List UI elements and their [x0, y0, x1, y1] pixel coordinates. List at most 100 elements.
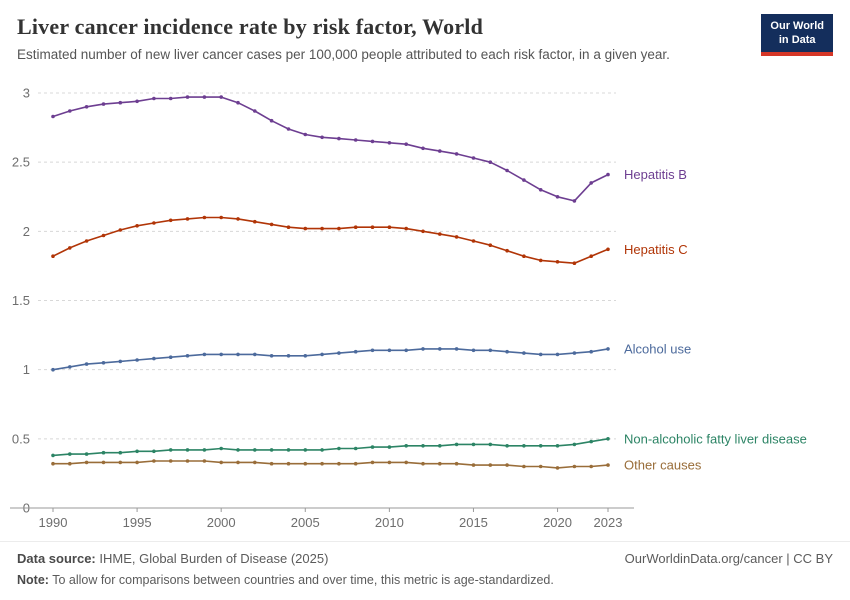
- data-point[interactable]: [454, 235, 459, 239]
- data-point[interactable]: [286, 127, 291, 131]
- data-point[interactable]: [572, 199, 577, 203]
- data-point[interactable]: [421, 461, 425, 466]
- data-point[interactable]: [135, 99, 139, 104]
- data-point[interactable]: [505, 349, 509, 354]
- data-point[interactable]: [421, 347, 425, 351]
- data-point[interactable]: [253, 352, 257, 357]
- data-point[interactable]: [68, 246, 72, 250]
- owid-license-link[interactable]: OurWorldinData.org/cancer | CC BY: [624, 551, 833, 566]
- data-point[interactable]: [303, 354, 308, 358]
- data-point[interactable]: [320, 461, 324, 466]
- data-point[interactable]: [286, 448, 291, 452]
- data-point[interactable]: [51, 114, 55, 119]
- data-point[interactable]: [152, 96, 156, 101]
- data-point[interactable]: [219, 460, 223, 465]
- data-point[interactable]: [471, 442, 476, 447]
- data-point[interactable]: [370, 348, 375, 353]
- data-point[interactable]: [522, 254, 526, 258]
- data-point[interactable]: [168, 355, 173, 360]
- data-point[interactable]: [404, 142, 409, 146]
- data-point[interactable]: [387, 348, 392, 353]
- data-point[interactable]: [438, 149, 442, 153]
- data-point[interactable]: [370, 139, 375, 144]
- data-point[interactable]: [606, 247, 610, 252]
- data-point[interactable]: [51, 367, 55, 372]
- data-point[interactable]: [269, 118, 274, 123]
- data-point[interactable]: [488, 160, 493, 164]
- data-point[interactable]: [471, 156, 476, 160]
- data-point[interactable]: [337, 461, 341, 466]
- data-point[interactable]: [152, 356, 156, 361]
- data-point[interactable]: [168, 448, 173, 452]
- data-point[interactable]: [135, 449, 139, 454]
- data-point[interactable]: [152, 449, 156, 454]
- data-point[interactable]: [404, 348, 409, 353]
- data-point[interactable]: [185, 354, 190, 358]
- data-point[interactable]: [118, 450, 123, 455]
- data-point[interactable]: [101, 361, 106, 365]
- series-line[interactable]: [52, 348, 609, 371]
- data-point[interactable]: [606, 437, 610, 441]
- data-point[interactable]: [505, 463, 509, 467]
- data-point[interactable]: [488, 442, 493, 447]
- data-point[interactable]: [286, 354, 291, 358]
- data-point[interactable]: [538, 444, 543, 448]
- data-point[interactable]: [438, 232, 442, 236]
- data-point[interactable]: [589, 464, 593, 469]
- series-line[interactable]: [53, 460, 609, 469]
- data-point[interactable]: [236, 460, 240, 465]
- data-point[interactable]: [84, 239, 89, 243]
- series-line[interactable]: [52, 216, 609, 264]
- data-point[interactable]: [488, 243, 493, 247]
- data-point[interactable]: [253, 219, 257, 224]
- data-point[interactable]: [68, 452, 72, 456]
- data-point[interactable]: [421, 444, 425, 448]
- data-point[interactable]: [488, 348, 493, 353]
- data-point[interactable]: [488, 463, 493, 467]
- data-point[interactable]: [168, 96, 173, 101]
- data-point[interactable]: [589, 349, 593, 354]
- data-point[interactable]: [269, 461, 274, 466]
- data-point[interactable]: [202, 95, 207, 99]
- data-point[interactable]: [269, 354, 274, 358]
- data-point[interactable]: [320, 135, 324, 140]
- data-point[interactable]: [202, 459, 207, 463]
- data-point[interactable]: [253, 460, 257, 465]
- data-point[interactable]: [471, 239, 476, 243]
- data-point[interactable]: [118, 228, 123, 232]
- data-point[interactable]: [522, 444, 526, 448]
- data-point[interactable]: [253, 109, 257, 113]
- data-point[interactable]: [337, 136, 341, 141]
- data-point[interactable]: [404, 460, 409, 465]
- data-point[interactable]: [202, 215, 207, 220]
- data-point[interactable]: [471, 348, 476, 353]
- data-point[interactable]: [421, 146, 425, 151]
- data-point[interactable]: [68, 365, 72, 369]
- data-point[interactable]: [219, 352, 223, 357]
- data-point[interactable]: [320, 352, 324, 357]
- data-point[interactable]: [68, 461, 72, 466]
- data-point[interactable]: [505, 248, 509, 253]
- data-point[interactable]: [572, 464, 577, 469]
- data-point[interactable]: [353, 138, 358, 142]
- data-point[interactable]: [303, 132, 308, 137]
- data-point[interactable]: [286, 225, 291, 229]
- data-point[interactable]: [118, 100, 123, 105]
- data-point[interactable]: [51, 461, 55, 466]
- data-point[interactable]: [135, 224, 139, 228]
- data-point[interactable]: [454, 347, 459, 351]
- data-point[interactable]: [555, 466, 560, 470]
- data-point[interactable]: [589, 181, 593, 185]
- data-point[interactable]: [337, 351, 341, 355]
- data-point[interactable]: [118, 460, 123, 465]
- data-point[interactable]: [555, 260, 560, 264]
- data-point[interactable]: [438, 444, 442, 448]
- data-point[interactable]: [152, 221, 156, 225]
- data-point[interactable]: [236, 217, 240, 221]
- data-point[interactable]: [51, 453, 55, 458]
- series-line[interactable]: [52, 438, 609, 457]
- data-point[interactable]: [505, 168, 509, 173]
- data-point[interactable]: [68, 109, 72, 113]
- series-line[interactable]: [52, 96, 609, 202]
- data-point[interactable]: [387, 141, 392, 145]
